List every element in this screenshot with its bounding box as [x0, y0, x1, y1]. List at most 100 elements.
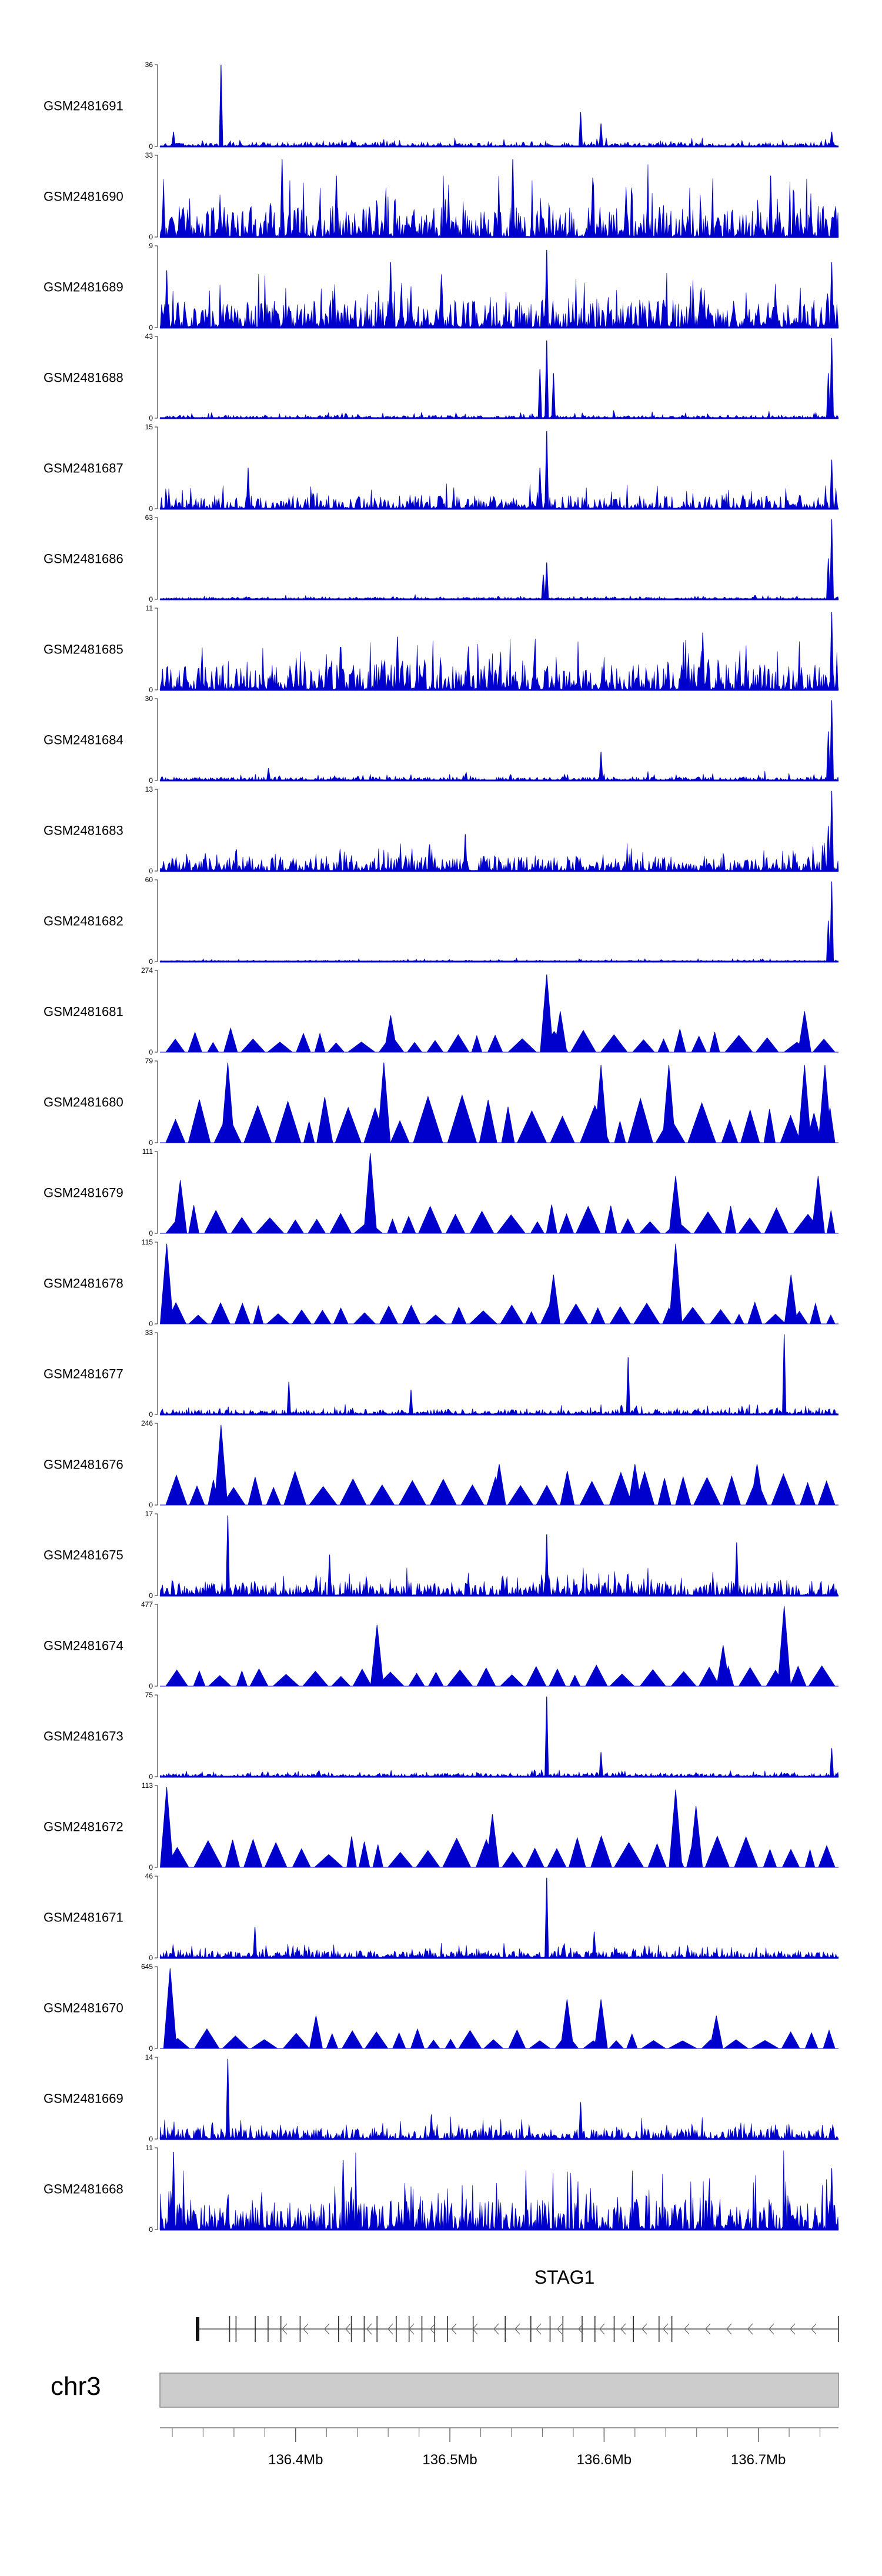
- strand-arrow: [663, 2323, 669, 2335]
- signal-peak: [829, 2168, 834, 2230]
- signal-peak: [280, 159, 285, 238]
- signal-peak: [669, 1243, 683, 1324]
- signal-peak: [377, 1062, 391, 1143]
- y-min-label: 0: [149, 867, 153, 875]
- y-min-label: 0: [149, 1773, 153, 1781]
- signal-peak: [826, 731, 831, 781]
- strand-arrow: [387, 2323, 393, 2335]
- y-max-label: 46: [145, 1872, 153, 1880]
- y-min-label: 0: [149, 1139, 153, 1147]
- signal-peak: [164, 270, 169, 328]
- y-max-label: 11: [146, 2144, 153, 2152]
- signal-peak: [734, 1542, 739, 1596]
- signal-peak: [578, 112, 583, 147]
- track-GSM2481685: GSM2481685 11 0: [44, 604, 839, 694]
- signal-peak: [689, 1806, 703, 1868]
- signal-peak: [388, 262, 393, 328]
- genomic-axis: 136.4Mb 136.5Mb 136.6Mb 136.7Mb: [160, 2427, 838, 2468]
- y-min-label: 0: [149, 1048, 153, 1056]
- y-min-label: 0: [149, 1501, 153, 1509]
- axis-tick-label: 136.7Mb: [731, 2452, 786, 2468]
- y-min-label: 0: [149, 776, 153, 785]
- signal-peaks: [160, 2028, 836, 2049]
- strand-arrow: [430, 2323, 436, 2335]
- signal-peak: [159, 1787, 174, 1868]
- strand-arrow: [303, 2323, 309, 2335]
- signal-peak: [541, 575, 546, 600]
- track-GSM2481688: GSM2481688 43 0: [44, 332, 839, 422]
- signal-peak: [214, 1424, 228, 1506]
- gene-exon: [196, 2317, 199, 2341]
- y-min-label: 0: [149, 2044, 153, 2053]
- axis-tick-label: 136.6Mb: [577, 2452, 632, 2468]
- signal-tracks: GSM2481691360GSM2481690330GSM248168990GS…: [44, 61, 840, 2234]
- signal-peak: [669, 1176, 683, 1234]
- track-GSM2481679: GSM2481679 111 0: [44, 1147, 838, 1237]
- y-max-label: 113: [142, 1781, 153, 1790]
- signal-peak: [246, 468, 250, 509]
- strand-arrow: [578, 2323, 584, 2335]
- signal-peak: [829, 338, 834, 419]
- signal-peak: [429, 2114, 434, 2140]
- strand-arrow: [451, 2323, 457, 2335]
- y-min-label: 0: [149, 2135, 153, 2143]
- track-label: GSM2481668: [44, 2182, 123, 2197]
- y-min-label: 0: [149, 233, 153, 241]
- strand-arrow: [620, 2323, 626, 2335]
- track-label: GSM2481670: [44, 2001, 123, 2016]
- signal-peak: [546, 1274, 560, 1324]
- track-GSM2481673: GSM2481673 75 0: [44, 1691, 839, 1781]
- track-GSM2481682: GSM2481682 60 0: [44, 876, 839, 966]
- signal-peak: [159, 1243, 174, 1324]
- signal-peak: [592, 1931, 597, 1958]
- signal-area: [159, 770, 839, 782]
- signal-peak: [777, 1606, 791, 1687]
- track-label: GSM2481678: [44, 1276, 123, 1291]
- signal-peak: [544, 249, 549, 328]
- signal-peak: [750, 1464, 764, 1506]
- track-GSM2481680: GSM2481680 79 0: [44, 1057, 838, 1147]
- track-label: GSM2481684: [44, 733, 123, 748]
- track-label: GSM2481669: [44, 2091, 123, 2106]
- signal-area: [159, 164, 839, 238]
- signal-peak: [628, 1464, 642, 1506]
- track-GSM2481681: GSM2481681 274 0: [44, 966, 838, 1056]
- y-min-label: 0: [149, 1591, 153, 1600]
- signal-peak: [383, 1015, 397, 1053]
- track-label: GSM2481686: [44, 552, 123, 566]
- signal-peaks: [160, 1664, 836, 1687]
- signal-peaks: [160, 1301, 836, 1324]
- signal-peak: [225, 2058, 230, 2140]
- signal-peak: [544, 340, 549, 419]
- strand-arrow: [769, 2323, 774, 2335]
- signal-peak: [700, 632, 705, 690]
- signal-peak: [537, 468, 542, 509]
- track-label: GSM2481682: [44, 914, 123, 929]
- strand-arrow: [705, 2323, 711, 2335]
- y-max-label: 17: [145, 1510, 153, 1518]
- y-min-label: 0: [149, 505, 153, 513]
- signal-peak: [334, 175, 339, 238]
- y-max-label: 79: [145, 1057, 153, 1065]
- strand-arrow: [345, 2323, 351, 2335]
- signal-peak: [578, 2102, 583, 2140]
- y-max-label: 36: [145, 61, 153, 69]
- signal-peak: [599, 1752, 603, 1777]
- strand-arrow: [366, 2323, 372, 2335]
- signal-area: [159, 272, 839, 329]
- signal-peak: [829, 881, 834, 962]
- y-min-label: 0: [149, 1954, 153, 1962]
- track-GSM2481675: GSM2481675 17 0: [44, 1510, 840, 1600]
- signal-peak: [220, 1062, 235, 1143]
- signal-peak: [370, 1624, 384, 1687]
- track-GSM2481674: GSM2481674 477 0: [44, 1600, 838, 1690]
- signal-peak: [309, 2016, 323, 2049]
- signal-peak: [252, 1927, 258, 1958]
- signal-peak: [395, 636, 400, 690]
- axis-tick-label: 136.4Mb: [268, 2452, 323, 2468]
- track-label: GSM2481685: [44, 642, 123, 657]
- y-max-label: 75: [145, 1691, 153, 1699]
- strand-arrow: [726, 2323, 732, 2335]
- track-label: GSM2481673: [44, 1729, 123, 1744]
- signal-peaks: [160, 1204, 836, 1234]
